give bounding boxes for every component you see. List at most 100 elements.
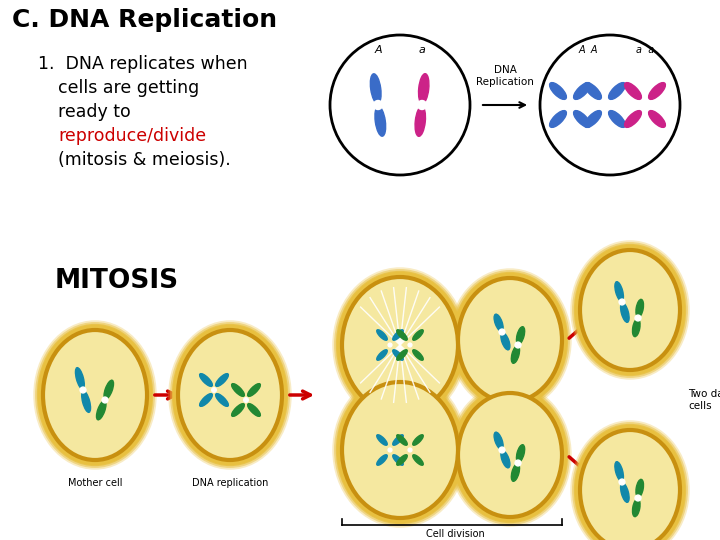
Ellipse shape <box>392 330 403 340</box>
Circle shape <box>635 315 641 321</box>
Ellipse shape <box>392 455 403 465</box>
Ellipse shape <box>585 111 601 127</box>
Circle shape <box>619 479 625 485</box>
Circle shape <box>243 398 248 402</box>
Ellipse shape <box>397 455 408 465</box>
Ellipse shape <box>330 35 470 175</box>
Circle shape <box>635 495 641 501</box>
Ellipse shape <box>636 480 644 497</box>
Ellipse shape <box>342 382 458 518</box>
Ellipse shape <box>501 451 510 468</box>
Text: A  A: A A <box>578 45 598 55</box>
Ellipse shape <box>413 330 423 340</box>
Ellipse shape <box>516 445 525 462</box>
Ellipse shape <box>574 111 590 127</box>
Text: MITOSIS: MITOSIS <box>55 268 179 294</box>
Circle shape <box>619 299 625 305</box>
Circle shape <box>499 447 505 453</box>
Circle shape <box>602 102 608 109</box>
Ellipse shape <box>397 330 408 340</box>
Ellipse shape <box>632 499 640 517</box>
Ellipse shape <box>397 350 408 360</box>
Text: 1.  DNA replicates when: 1. DNA replicates when <box>38 55 248 73</box>
Ellipse shape <box>549 83 567 99</box>
Ellipse shape <box>43 330 147 460</box>
Ellipse shape <box>621 483 629 502</box>
Circle shape <box>642 102 649 109</box>
Ellipse shape <box>621 303 629 322</box>
Ellipse shape <box>104 380 114 399</box>
Ellipse shape <box>574 83 590 99</box>
Ellipse shape <box>413 455 423 465</box>
Text: (mitosis & meiosis).: (mitosis & meiosis). <box>58 151 230 169</box>
Ellipse shape <box>178 330 282 460</box>
Circle shape <box>388 343 392 347</box>
Ellipse shape <box>215 374 228 387</box>
Text: a: a <box>418 45 426 55</box>
Ellipse shape <box>580 250 680 370</box>
Circle shape <box>388 448 392 452</box>
Ellipse shape <box>458 393 562 517</box>
Ellipse shape <box>199 394 212 407</box>
Text: Cell division: Cell division <box>426 529 485 539</box>
Ellipse shape <box>248 403 261 416</box>
Ellipse shape <box>377 350 387 360</box>
Ellipse shape <box>632 319 640 336</box>
Ellipse shape <box>418 73 429 104</box>
Text: Two daughter
cells: Two daughter cells <box>688 389 720 411</box>
Ellipse shape <box>615 462 624 481</box>
Text: reproduce/divide: reproduce/divide <box>58 127 206 145</box>
Circle shape <box>408 448 412 452</box>
Circle shape <box>567 102 573 109</box>
Ellipse shape <box>76 368 84 389</box>
Circle shape <box>80 387 86 393</box>
Ellipse shape <box>96 401 106 420</box>
Ellipse shape <box>342 277 458 413</box>
Ellipse shape <box>215 394 228 407</box>
Ellipse shape <box>392 435 403 446</box>
Circle shape <box>408 343 412 347</box>
Ellipse shape <box>370 74 381 104</box>
Ellipse shape <box>615 282 624 301</box>
Ellipse shape <box>377 330 387 340</box>
Ellipse shape <box>397 435 408 446</box>
Circle shape <box>499 329 505 335</box>
Ellipse shape <box>608 111 626 127</box>
Ellipse shape <box>580 430 680 540</box>
Text: DNA replication: DNA replication <box>192 478 268 488</box>
Text: a  a: a a <box>636 45 654 55</box>
Ellipse shape <box>624 83 642 99</box>
Ellipse shape <box>199 374 212 387</box>
Circle shape <box>418 100 426 110</box>
Circle shape <box>515 342 521 348</box>
Ellipse shape <box>494 314 503 331</box>
Ellipse shape <box>511 464 520 481</box>
Ellipse shape <box>549 111 567 127</box>
Text: DNA
Replication: DNA Replication <box>476 65 534 87</box>
Ellipse shape <box>81 391 91 413</box>
Circle shape <box>374 100 382 110</box>
Ellipse shape <box>458 278 562 402</box>
Ellipse shape <box>248 383 261 396</box>
Circle shape <box>212 388 216 392</box>
Ellipse shape <box>415 106 426 136</box>
Text: A: A <box>374 45 382 55</box>
Text: ready to: ready to <box>58 103 131 121</box>
Ellipse shape <box>516 327 525 344</box>
Ellipse shape <box>585 83 601 99</box>
Text: cells are getting: cells are getting <box>58 79 199 97</box>
Ellipse shape <box>377 455 387 465</box>
Circle shape <box>515 460 521 466</box>
Ellipse shape <box>392 350 403 360</box>
Ellipse shape <box>232 383 244 396</box>
Ellipse shape <box>649 111 665 127</box>
Ellipse shape <box>377 435 387 446</box>
Text: C. DNA Replication: C. DNA Replication <box>12 8 277 32</box>
Ellipse shape <box>649 83 665 99</box>
Text: Mother cell: Mother cell <box>68 478 122 488</box>
Ellipse shape <box>636 299 644 317</box>
Circle shape <box>102 397 108 403</box>
Ellipse shape <box>501 333 510 350</box>
Ellipse shape <box>494 432 503 449</box>
Ellipse shape <box>413 350 423 360</box>
